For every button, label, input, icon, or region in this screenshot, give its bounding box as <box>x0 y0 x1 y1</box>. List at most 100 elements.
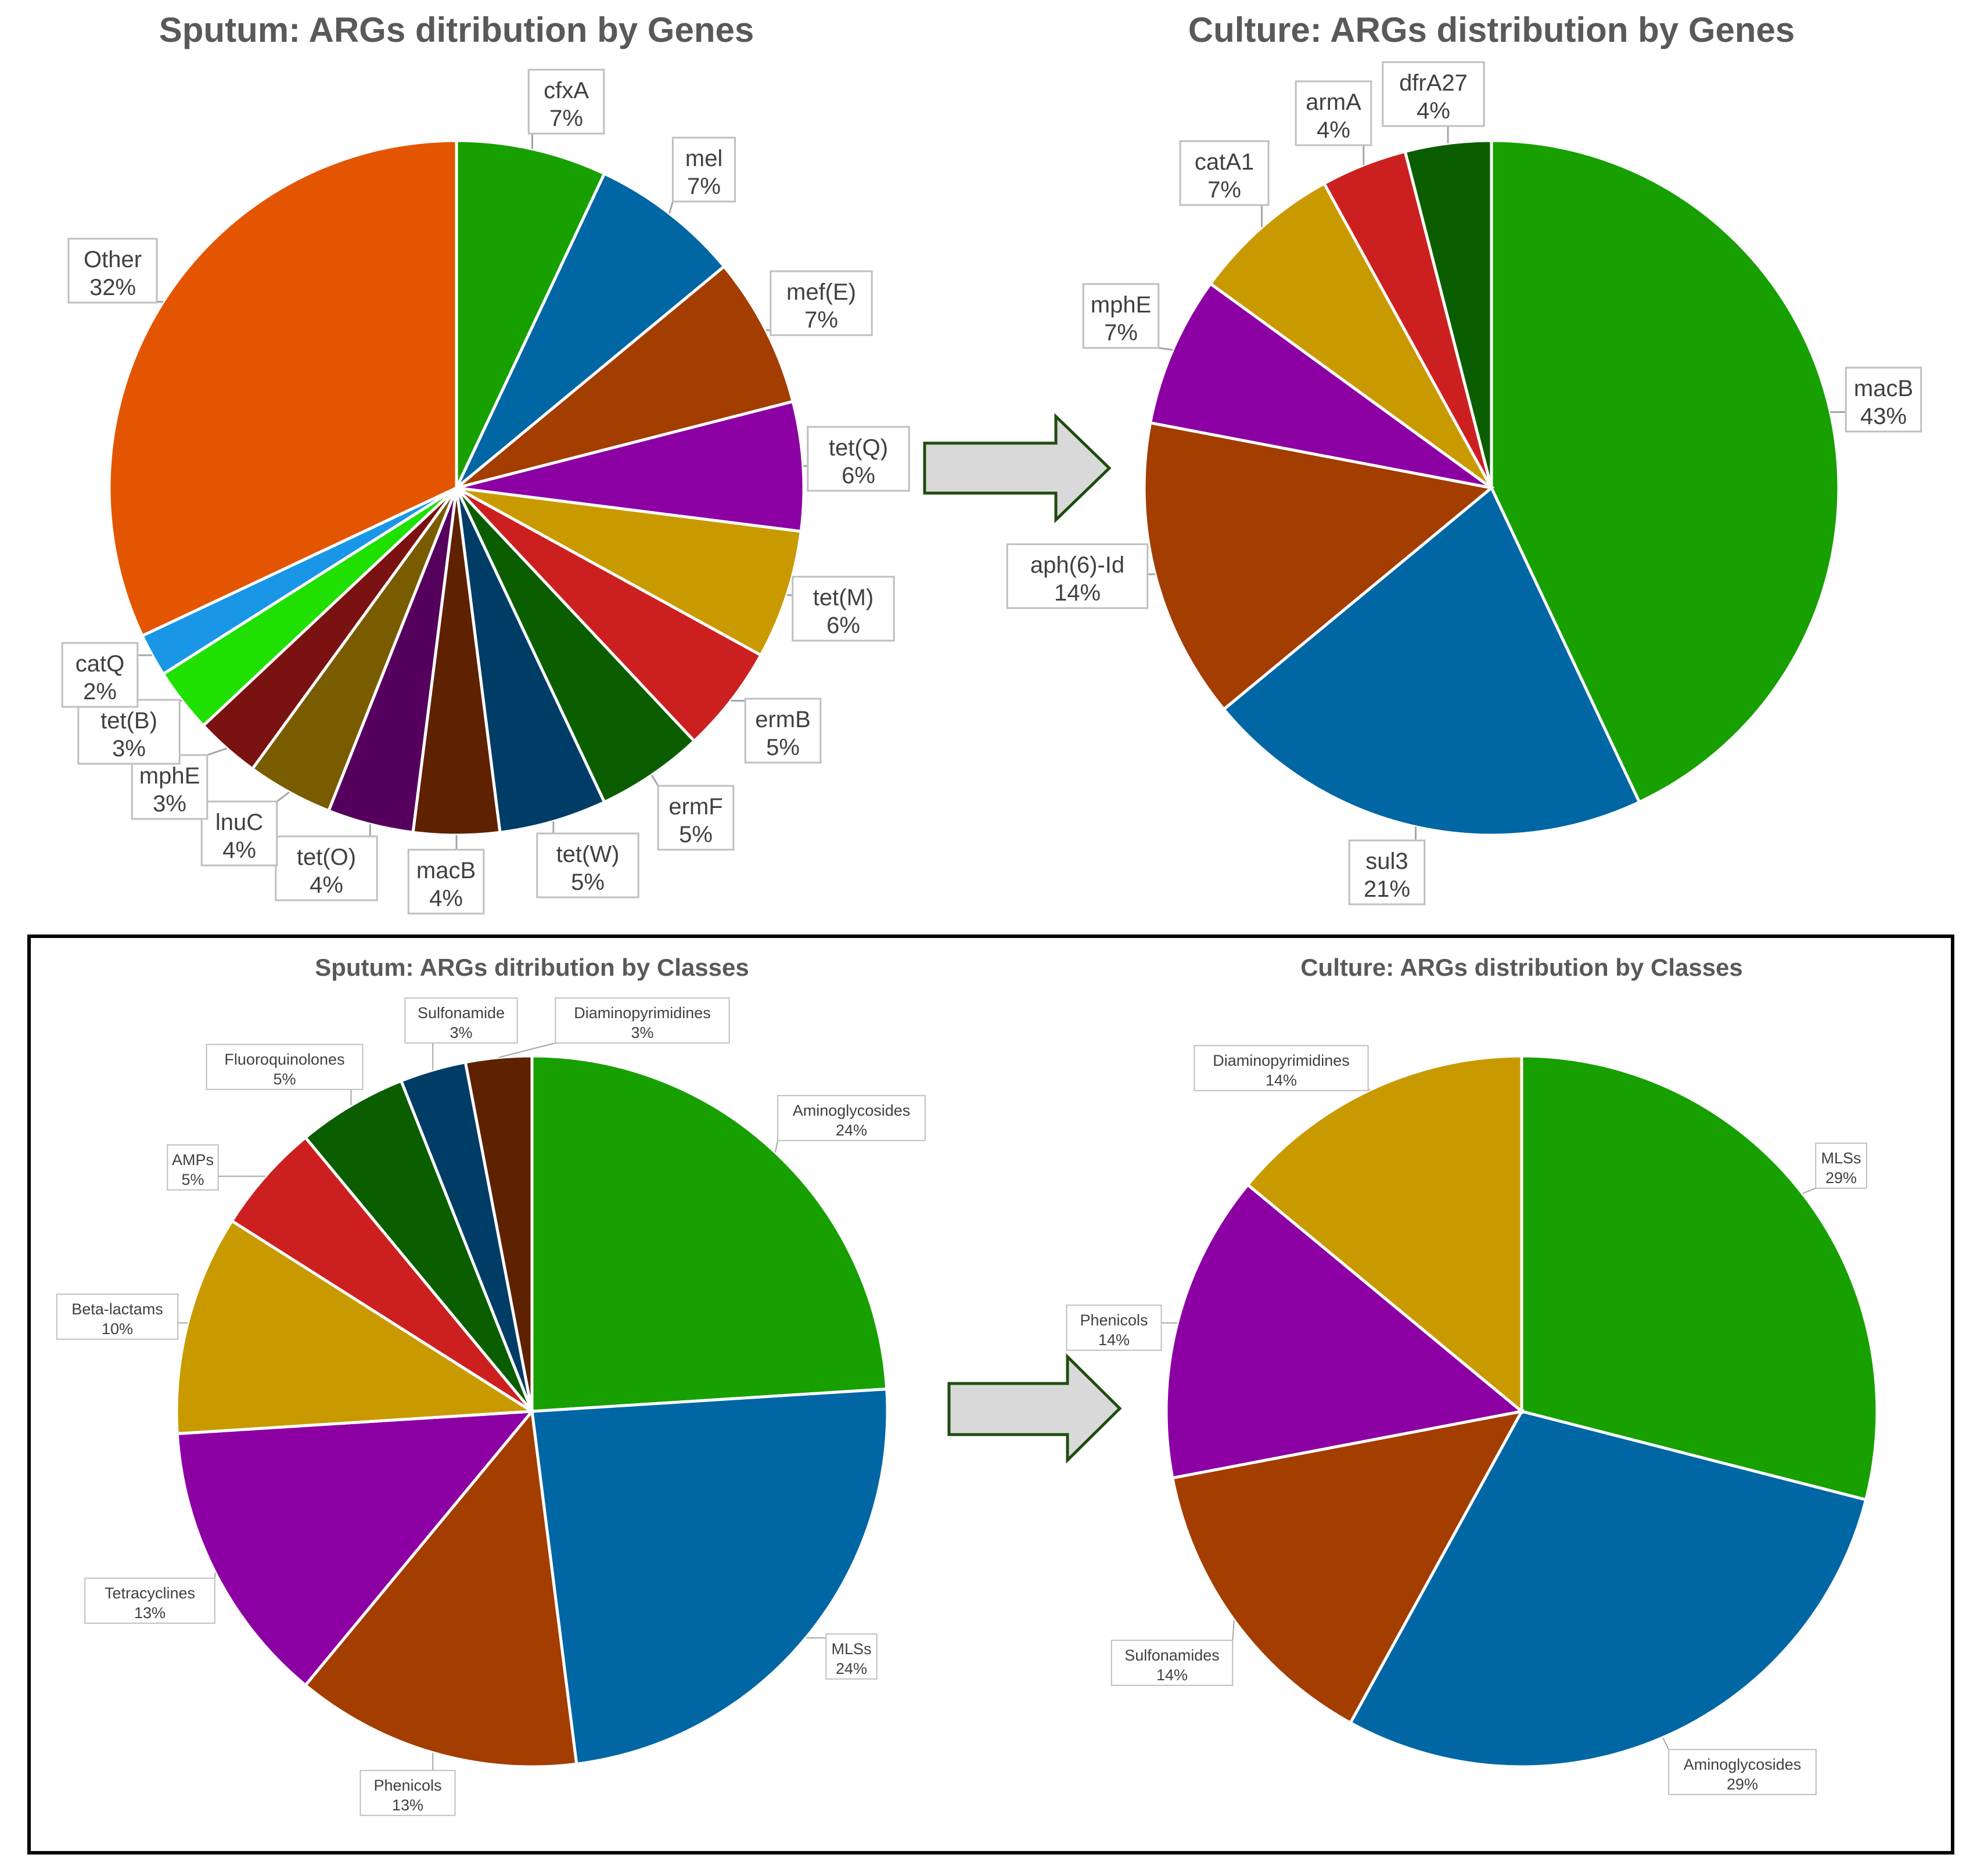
sputum-genes-label-pct-cfxa: 7% <box>549 106 583 131</box>
sputum-genes-leader-line-mel <box>668 201 674 214</box>
sputum-classes-label-pct-beta-lactams: 10% <box>102 1320 133 1338</box>
culture-classes-data-label-phenicols: Phenicols 14% <box>1066 1304 1178 1351</box>
culture-classes-data-label-aminoglycosides: Aminoglycosides 29% <box>1662 1737 1817 1795</box>
sputum-genes-data-label-tet-b: tet(B)3% <box>77 699 182 765</box>
sputum-classes-label-pct-fluoroquinolones: 5% <box>273 1070 296 1088</box>
sputum-genes-label-pct-mef-e: 7% <box>804 307 838 333</box>
sputum-genes-label-box-tet-b <box>77 699 181 765</box>
sputum-genes-label-pct-macb: 4% <box>429 886 463 911</box>
culture-genes-label-pct-aph-6-id: 14% <box>1054 580 1101 606</box>
sputum-genes-label-box-cfxa <box>527 69 605 135</box>
culture-classes-leader-line-aminoglycosides <box>1662 1737 1669 1750</box>
sputum-classes-label-pct-sulfonamide: 3% <box>450 1024 472 1041</box>
sputum-classes-slice-tetracyclines <box>175 1410 535 1688</box>
culture-classes-slice-phenicols <box>1164 1183 1525 1480</box>
sputum-genes-label-name-tet-o: tet(O) <box>297 844 356 870</box>
culture-genes-label-box-dfra27 <box>1382 61 1485 127</box>
sputum-classes-label-box-diaminopyrimidines <box>555 997 730 1044</box>
sputum-classes-label-pct-mlss: 24% <box>836 1660 867 1677</box>
sputum-classes-slices <box>175 1054 889 1769</box>
sputum-genes-label-box-ermb <box>744 698 822 764</box>
sputum-classes-slice-fluoroquinolones <box>303 1079 534 1413</box>
sputum-genes-label-name-ermf: ermF <box>668 794 722 820</box>
culture-genes-label-box-macb <box>1845 366 1922 433</box>
sputum-genes-data-label-tet-w: tet(W)5% <box>536 821 639 899</box>
sputum-genes-data-label-mef-e: mef(E)7% <box>765 270 873 336</box>
culture-classes-label-name-aminoglycosides: Aminoglycosides <box>1684 1756 1802 1773</box>
sputum-genes-label-name-macb: macB <box>416 858 476 883</box>
sputum-genes-data-label-mel: mel 7% <box>668 136 736 214</box>
sputum-genes-label-box-other <box>67 238 158 304</box>
sputum-genes-label-name-ermb: ermB <box>755 707 811 732</box>
culture-classes-slice-sulfonamides <box>1170 1409 1525 1725</box>
sputum-genes-data-label-macb: macB 4% <box>407 835 485 915</box>
culture-classes-label-pct-sulfonamides: 14% <box>1156 1666 1188 1684</box>
sputum-genes-label-box-tet-w <box>536 832 639 899</box>
sputum-genes-slices <box>107 139 806 837</box>
sputum-genes-label-box-tet-q <box>807 426 910 492</box>
culture-classes-label-box-aminoglycosides <box>1668 1749 1817 1795</box>
sputum-genes-label-name-tet-m: tet(M) <box>813 585 874 610</box>
sputum-classes-title: Sputum: ARGs ditribution by Classes <box>315 954 749 981</box>
culture-classes-label-pct-mlss: 29% <box>1825 1169 1857 1187</box>
sputum-classes-labels: Aminoglycosides24%MLSs24%Phenicols13%Tet… <box>56 997 926 1816</box>
sputum-classes-slice-beta-lactams <box>175 1219 537 1436</box>
sputum-classes-label-name-tetracyclines: Tetracyclines <box>105 1584 195 1602</box>
culture-classes-label-name-phenicols: Phenicols <box>1080 1311 1148 1329</box>
sputum-genes-title: Sputum: ARGs ditribution by Genes <box>159 10 754 49</box>
sputum-genes-label-name-other: Other <box>84 247 142 272</box>
culture-classes-data-label-mlss: MLSs 29% <box>1802 1142 1867 1194</box>
sputum-genes-label-pct-tet-b: 3% <box>112 736 146 761</box>
sputum-classes-label-name-amps: AMPs <box>172 1151 214 1169</box>
sputum-genes-label-name-tet-b: tet(B) <box>100 708 157 734</box>
culture-genes-slice-sul3 <box>1221 486 1641 837</box>
sputum-genes-label-name-tet-q: tet(Q) <box>829 435 888 461</box>
culture-genes-label-name-mphe: mphE <box>1091 292 1152 318</box>
sputum-genes-slice-tet-m <box>455 486 803 657</box>
sputum-classes-label-box-tetracyclines <box>84 1577 215 1624</box>
culture-classes-label-box-phenicols <box>1066 1304 1162 1351</box>
sputum-genes-slice-ermb <box>455 486 763 743</box>
sputum-classes-data-label-amps: AMPs 5% <box>167 1144 265 1191</box>
culture-genes-label-name-sul3: sul3 <box>1365 849 1408 874</box>
sputum-classes-data-label-diaminopyrimidines: Diaminopyrimidines 3% <box>498 997 730 1058</box>
sputum-genes-label-box-macb <box>407 849 485 915</box>
culture-classes-label-box-mlss <box>1815 1142 1867 1189</box>
sputum-genes-label-pct-tet-q: 6% <box>842 463 875 488</box>
sputum-classes-label-name-beta-lactams: Beta-lactams <box>71 1300 163 1318</box>
culture-classes-title: Culture: ARGs distribution by Classes <box>1300 954 1743 981</box>
sputum-genes-data-label-other: Other 32% <box>67 238 164 304</box>
culture-classes-data-label-sulfonamides: Sulfonamides 14% <box>1110 1620 1235 1686</box>
sputum-classes-label-name-sulfonamide: Sulfonamide <box>418 1004 505 1022</box>
sputum-classes-label-box-phenicols <box>360 1770 456 1816</box>
sputum-classes-label-box-aminoglycosides <box>777 1095 926 1141</box>
culture-genes-leader-line-mphe <box>1158 347 1173 351</box>
sputum-classes-label-box-amps <box>167 1144 219 1191</box>
culture-genes-label-pct-sul3: 21% <box>1364 876 1410 902</box>
culture-genes-title: Culture: ARGs distribution by Genes <box>1188 10 1795 49</box>
sputum-classes-label-box-beta-lactams <box>56 1293 179 1340</box>
sputum-classes-slice-phenicols <box>303 1407 578 1769</box>
sputum-genes-data-label-tet-m: tet(M) 6% <box>786 576 895 642</box>
culture-classes-slice-diaminopyrimidines <box>1245 1054 1523 1415</box>
sputum-genes-label-box-mef-e <box>770 270 873 336</box>
culture-genes-labels: macB43%sul321%aph(6)-Id14%mphE7%catA17%a… <box>1006 61 1922 905</box>
sputum-classes-label-box-fluoroquinolones <box>206 1044 364 1090</box>
sputum-genes-label-box-tet-o <box>275 835 378 901</box>
sputum-genes-leader-line-lnuc <box>276 791 290 803</box>
sputum-classes-slice-amps <box>229 1135 533 1413</box>
sputum-classes-label-pct-aminoglycosides: 24% <box>836 1122 867 1139</box>
sputum-genes-labels: cfxA7%mel7%mef(E)7%tet(Q)6%tet(M)6%ermB5… <box>61 69 910 915</box>
sputum-classes-label-name-diaminopyrimidines: Diaminopyrimidines <box>574 1004 711 1022</box>
culture-genes-slices <box>1142 139 1841 837</box>
culture-classes-slices <box>1164 1054 1879 1769</box>
sputum-genes-label-pct-ermb: 5% <box>766 735 800 760</box>
culture-genes-label-name-arma: armA <box>1306 89 1361 115</box>
